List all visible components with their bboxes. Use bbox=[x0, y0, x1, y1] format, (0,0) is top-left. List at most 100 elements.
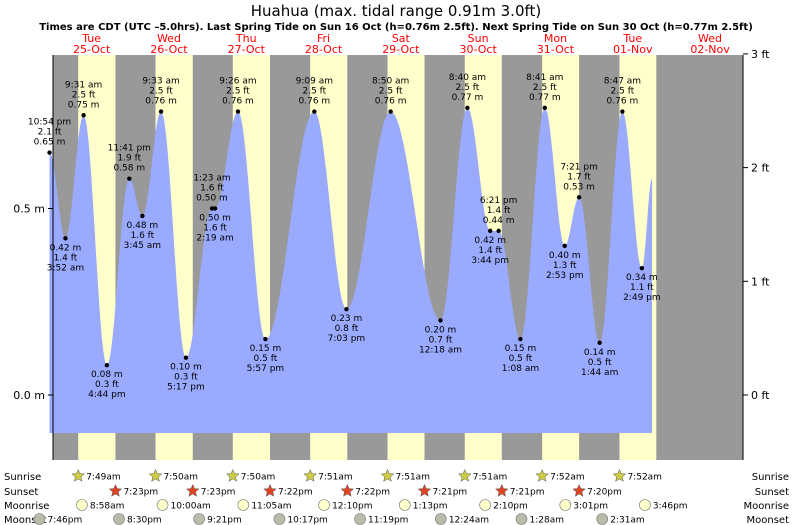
day-label-date: 27-Oct bbox=[228, 43, 266, 56]
tide-time: 9:31 am bbox=[65, 80, 102, 90]
tide-feet: 0.5 ft bbox=[588, 358, 612, 368]
tide-feet: 0.7 ft bbox=[429, 335, 453, 345]
tide-meters: 0.42 m bbox=[50, 243, 82, 253]
sunrise-time: 7:50am bbox=[163, 473, 198, 483]
low-tide-point bbox=[597, 340, 602, 345]
tide-time: 7:03 pm bbox=[328, 334, 366, 344]
tide-meters: 0.44 m bbox=[483, 216, 515, 226]
moonset-time: 1:28am bbox=[530, 516, 565, 525]
high-tide-point bbox=[576, 195, 582, 200]
moonrise-time: 8:58am bbox=[90, 502, 125, 512]
tide-feet: 2.5 ft bbox=[456, 83, 480, 93]
tide-time: 12:18 am bbox=[419, 345, 462, 355]
tide-time: 1:44 am bbox=[581, 368, 618, 378]
sunset-time: 7:21pm bbox=[433, 488, 468, 498]
high-tide-point bbox=[465, 105, 470, 110]
sunrise-time: 7:52am bbox=[550, 473, 585, 483]
day-label-dow: Thu bbox=[235, 32, 257, 45]
tide-meters: 0.15 m bbox=[505, 344, 537, 354]
moonset-disc-icon bbox=[596, 513, 609, 525]
tide-feet: 2.1 ft bbox=[38, 128, 62, 138]
tide-time: 1:23 am bbox=[193, 174, 230, 184]
day-labels: Tue25-OctWed26-OctThu27-OctFri28-OctSat2… bbox=[73, 32, 730, 56]
day-label-dow: Sat bbox=[392, 32, 411, 45]
sunrise-star-icon bbox=[225, 468, 240, 482]
tide-time: 5:57 pm bbox=[247, 364, 285, 374]
sunset-row-label-left: Sunset bbox=[4, 487, 38, 498]
tide-meters: 0.76 m bbox=[222, 97, 254, 107]
tide-time: 2:49 pm bbox=[623, 293, 661, 303]
tide-time: 11:41 pm bbox=[108, 144, 151, 154]
high-tide-point bbox=[209, 206, 215, 211]
tide-meters: 0.48 m bbox=[127, 221, 159, 231]
tide-meters: 0.65 m bbox=[34, 138, 66, 148]
day-label-dow: Sun bbox=[468, 32, 489, 45]
tide-meters: 0.20 m bbox=[425, 325, 457, 335]
tide-feet: 2.5 ft bbox=[302, 87, 326, 97]
tide-time: 4:44 pm bbox=[88, 390, 126, 400]
tide-time: 2:19 am bbox=[196, 234, 233, 244]
right-tick-label: 2 ft bbox=[751, 162, 770, 175]
chart-title: Huahua (max. tidal range 0.91m 3.0ft) bbox=[251, 2, 542, 20]
sunset-time: 7:23pm bbox=[201, 488, 236, 498]
moonset-time: 7:46pm bbox=[48, 516, 83, 525]
tide-feet: 0.8 ft bbox=[335, 324, 359, 334]
moonrise-time: 1:13pm bbox=[413, 502, 448, 512]
high-tide-point bbox=[388, 109, 393, 114]
moonrise-disc-icon bbox=[398, 499, 411, 511]
tide-time: 8:47 am bbox=[604, 77, 641, 87]
sunset-row-label-right: Sunset bbox=[755, 487, 789, 498]
tide-feet: 0.3 ft bbox=[174, 373, 198, 383]
moonrise-disc-icon bbox=[639, 499, 651, 511]
moonset-disc-icon bbox=[354, 513, 366, 525]
tide-meters: 0.34 m bbox=[626, 273, 658, 283]
right-tick-label: 3 ft bbox=[751, 48, 770, 61]
chart-subtitle: Times are CDT (UTC –5.0hrs). Last Spring… bbox=[39, 22, 753, 33]
day-label-dow: Mon bbox=[544, 32, 567, 45]
sunrise-star-icon bbox=[535, 468, 549, 482]
left-tick-label: 0.5 m bbox=[13, 203, 45, 216]
moonrise-row-label-left: Moonrise bbox=[4, 501, 49, 512]
high-tide-point bbox=[47, 150, 52, 155]
tide-time: 5:17 pm bbox=[167, 383, 205, 393]
low-tide-point bbox=[212, 206, 218, 211]
sunrise-star-icon bbox=[148, 468, 163, 482]
tide-points: 10:54 pm2.1 ft0.65 m0.42 m1.4 ft3:52 am9… bbox=[28, 73, 661, 400]
tide-meters: 0.75 m bbox=[68, 100, 100, 110]
low-tide-point bbox=[140, 213, 145, 219]
day-label-date: 02-Nov bbox=[690, 43, 730, 56]
day-label-date: 29-Oct bbox=[382, 43, 420, 56]
moonrise-time: 11:05am bbox=[251, 502, 291, 512]
day-label-dow: Wed bbox=[698, 32, 722, 45]
tide-feet: 1.6 ft bbox=[130, 231, 154, 241]
moonrise-time: 12:10pm bbox=[332, 502, 372, 512]
moonrise-row-label-right: Moonrise bbox=[744, 501, 789, 512]
sunrise-time: 7:49am bbox=[86, 473, 121, 483]
sunrise-row-label-left: Sunrise bbox=[4, 472, 41, 483]
moonrise-disc-icon bbox=[318, 499, 330, 511]
sunrise-star-icon bbox=[612, 468, 627, 482]
right-tick-label: 0 ft bbox=[751, 389, 770, 402]
sunset-star-icon bbox=[263, 483, 277, 497]
tide-time: 3:44 pm bbox=[471, 256, 509, 266]
day-label-dow: Fri bbox=[317, 32, 330, 45]
tide-time: 7:21 pm bbox=[560, 162, 598, 172]
sunset-time: 7:22pm bbox=[355, 488, 390, 498]
tide-meters: 0.50 m bbox=[196, 194, 228, 204]
tide-time: 9:33 am bbox=[142, 77, 179, 87]
sunset-time: 7:21pm bbox=[510, 488, 545, 498]
high-tide-point bbox=[312, 109, 317, 114]
high-tide-point bbox=[235, 109, 241, 114]
moonrise-disc-icon bbox=[479, 499, 491, 511]
sunrise-star-icon bbox=[303, 468, 318, 482]
tide-time: 8:40 am bbox=[449, 73, 486, 83]
high-tide-point bbox=[496, 228, 501, 234]
sunset-star-icon bbox=[572, 483, 586, 497]
tide-meters: 0.76 m bbox=[299, 97, 331, 107]
tide-feet: 1.4 ft bbox=[487, 206, 511, 216]
tide-feet: 2.5 ft bbox=[226, 87, 250, 97]
right-axis: 0 ft 1 ft 2 ft 3 ft bbox=[742, 48, 770, 460]
tide-feet: 2.5 ft bbox=[149, 87, 173, 97]
tide-time: 8:41 am bbox=[526, 73, 563, 83]
